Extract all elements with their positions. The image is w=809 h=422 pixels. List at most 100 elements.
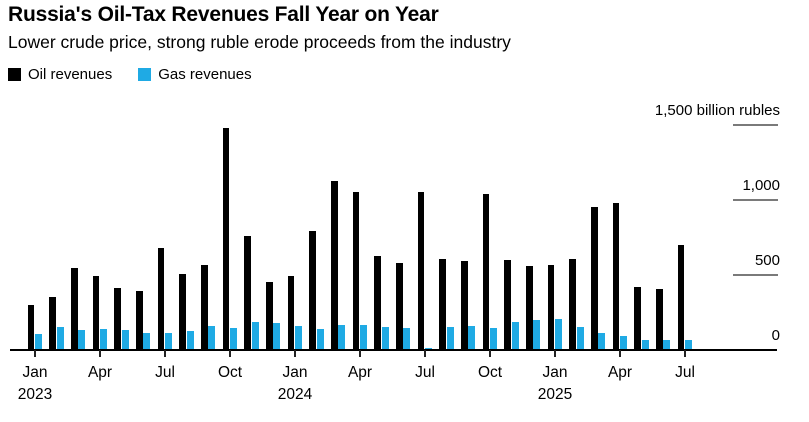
gas-bar [468,325,476,350]
oil-bar [417,192,425,350]
x-tick-year-label: 2025 [537,386,573,403]
y-tick-label: 500 [754,251,780,269]
x-tick-mark [554,350,556,357]
gas-bar [533,319,541,350]
gas-bar [641,339,649,350]
chart-title: Russia's Oil-Tax Revenues Fall Year on Y… [8,3,439,26]
x-tick-mark [164,350,166,357]
oil-bar [482,193,490,350]
y-tick-label: 1,000 [742,176,780,194]
gas-bar [273,323,281,350]
y-gridline-tick [733,123,778,126]
oil-bar [395,262,403,350]
oil-bar [135,290,143,350]
gas-bar [554,319,563,350]
x-tick-label: Jul [155,364,175,381]
legend-oil-label: Oil revenues [28,66,113,83]
oil-bar [49,297,56,350]
x-tick-mark [619,350,621,357]
oil-bar [330,180,338,350]
gas-bar [121,330,129,350]
x-tick-mark [359,350,361,357]
oil-bar [27,304,35,350]
oil-bar [590,207,598,350]
x-tick-year-label: 2024 [277,386,313,403]
gas-swatch-icon [138,68,152,81]
oil-bar [569,259,576,350]
gas-bar [338,324,346,350]
oil-bar [504,259,511,350]
oil-bar [612,203,620,350]
x-tick-mark [34,350,36,357]
y-gridline-tick [733,273,778,276]
gas-bar [446,327,454,350]
oil-bar [92,276,100,350]
oil-bar [200,265,208,350]
oil-bar [309,231,316,350]
y-tick-label: 0 [771,327,780,344]
gas-bar [684,340,693,350]
x-axis-line [10,349,777,351]
x-tick-mark [489,350,491,357]
x-tick-label: Jan [22,364,48,381]
legend-gas-label: Gas revenues [158,66,252,83]
x-tick-mark [99,350,101,357]
legend-item-oil: Oil revenues [8,66,112,83]
gas-bar [511,322,519,350]
x-tick-mark [684,350,686,357]
x-tick-label: Oct [477,364,503,381]
oil-bar [70,268,78,350]
y-tick-label: 1,500 billion rubles [654,101,780,119]
oil-bar [179,274,186,350]
oil-bar [244,235,251,350]
oil-bar [352,192,360,350]
x-tick-label: Apr [87,364,113,381]
gas-bar [186,331,194,350]
oil-bar [222,127,230,350]
gas-bar [619,336,628,350]
legend-item-gas: Gas revenues [138,66,252,83]
oil-bar [287,276,295,350]
gas-bar [316,328,324,350]
chart-subtitle: Lower crude price, strong ruble erode pr… [8,32,511,52]
gas-bar [208,325,216,350]
gas-bar [34,334,43,350]
x-tick-label: Apr [347,364,373,381]
gas-bar [251,322,259,350]
oil-bar [634,286,641,350]
gas-bar [663,340,671,350]
oil-swatch-icon [8,68,21,81]
gas-bar [143,332,151,350]
gas-bar [78,330,86,350]
gas-bar [359,325,368,350]
gas-bar [381,327,389,350]
oil-bar [655,289,663,350]
oil-bar [265,282,273,350]
gas-bar [164,333,173,350]
gas-bar [598,333,606,350]
x-tick-label: Apr [607,364,633,381]
x-tick-mark [294,350,296,357]
x-tick-label: Jan [542,364,568,381]
oil-bar [525,265,533,350]
gas-bar [99,328,108,350]
oil-bar [439,259,446,350]
y-gridline-tick [733,198,778,201]
gas-bar [576,327,584,350]
oil-bar [157,247,165,350]
x-tick-label: Jan [282,364,308,381]
x-tick-year-label: 2023 [17,386,53,403]
oil-bar [547,265,555,350]
x-tick-mark [424,350,426,357]
gas-bar [403,328,411,350]
gas-bar [56,327,64,350]
oil-bar [114,287,121,350]
x-tick-label: Jul [415,364,435,381]
oil-bar [460,261,468,350]
oil-bar [677,244,685,350]
gas-bar [489,327,498,350]
x-tick-label: Oct [217,364,243,381]
x-tick-label: Jul [675,364,695,381]
x-tick-mark [229,350,231,357]
